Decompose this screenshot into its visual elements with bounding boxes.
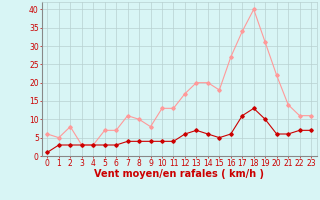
X-axis label: Vent moyen/en rafales ( km/h ): Vent moyen/en rafales ( km/h ): [94, 169, 264, 179]
